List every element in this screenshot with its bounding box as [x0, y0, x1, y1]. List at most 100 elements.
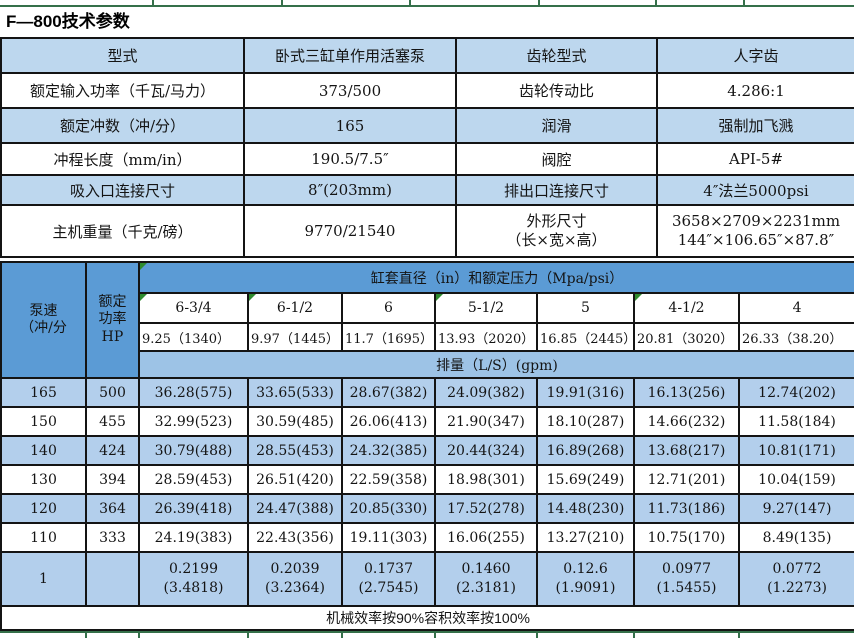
displacement-value: 14.66(232) — [633, 406, 740, 437]
displacement-value: 10.75(170) — [633, 522, 740, 553]
spec-row: 额定冲数（冲/分） 165 润滑 强制加飞溅 — [0, 107, 854, 144]
displacement-value: 20.85(330) — [341, 493, 436, 524]
cylinder-size: 4 — [737, 292, 854, 324]
cell-line: 0.1737 — [364, 561, 413, 578]
displacement-value: 24.09(382) — [434, 377, 538, 408]
gridline-strip-bottom — [0, 631, 854, 639]
spec-value: 4″法兰5000psi — [656, 174, 854, 206]
pump-speed: 120 — [0, 493, 87, 524]
cell-line: (3.4818) — [163, 580, 224, 596]
spec-label: 阀腔 — [455, 142, 658, 176]
gridline-tick — [409, 0, 411, 5]
gridline-tick — [738, 633, 740, 638]
page-title: F—800技术参数 — [6, 12, 130, 31]
cell-line: （冲/分 — [20, 320, 67, 336]
header-row-span: 泵速 （冲/分 额定 功率 HP 缸套直径（in）和额定压力（Mpa/psi） — [0, 261, 854, 379]
displacement-value: 19.91(316) — [536, 377, 635, 408]
rated-power — [85, 551, 140, 607]
gridline-tick — [434, 633, 436, 638]
spec-value: 3658×2709×2231mm 144″×106.65″×87.8″ — [656, 204, 854, 258]
displacement-value: 10.04(159) — [737, 464, 854, 495]
gridline-tick — [281, 0, 283, 5]
spec-label: 齿轮传动比 — [455, 72, 658, 109]
displacement-value: 28.59(453) — [138, 464, 249, 495]
rated-pressure-row: 9.25（1340） 9.97（1445） 11.7（1695） 13.93（2020… — [1, 322, 854, 352]
displacement-value: 13.68(217) — [633, 435, 740, 466]
pump-speed: 1 — [0, 551, 87, 607]
spec-value: 373/500 — [243, 72, 457, 109]
displacement-value: 11.73(186) — [633, 493, 740, 524]
pump-speed-header: 泵速 （冲/分 — [0, 261, 87, 379]
performance-table: 泵速 （冲/分 额定 功率 HP 缸套直径（in）和额定压力（Mpa/psi） 6-3… — [0, 261, 854, 631]
cell-line: HP — [101, 328, 124, 345]
displacement-value: 22.43(356) — [247, 522, 343, 553]
displacement-value: 36.28(575) — [138, 377, 249, 408]
displacement-value: 15.69(249) — [536, 464, 635, 495]
cell-line: 0.0977 — [662, 561, 711, 578]
displacement-value: 18.10(287) — [536, 406, 635, 437]
spec-label: 齿轮型式 — [455, 37, 658, 74]
cylinder-diameter-pressure-header: 缸套直径（in）和额定压力（Mpa/psi） — [137, 261, 854, 294]
displacement-row: 110 333 24.19(383) 22.43(356) 19.11(303) 16.0… — [0, 522, 854, 553]
spec-row: 型式 卧式三缸单作用活塞泵 齿轮型式 人字齿 — [0, 37, 854, 74]
displacement-value: 26.06(413) — [341, 406, 436, 437]
spec-value: 190.5/7.5″ — [243, 142, 457, 176]
rated-pressure: 9.97（1445） — [247, 322, 343, 352]
cell-line: (2.7545) — [358, 580, 419, 596]
spec-label: 冲程长度（mm/in） — [0, 142, 245, 176]
displacement-value: 17.52(278) — [434, 493, 538, 524]
spec-row: 主机重量（千克/磅） 9770/21540 外形尺寸 （长×宽×高） 3658×2709… — [0, 204, 854, 258]
cell-line: (3.2364) — [265, 580, 325, 596]
cell-line: 0.2199 — [169, 561, 218, 578]
cylinder-size: 5-1/2 — [434, 292, 538, 324]
displacement-value: 9.27(147) — [737, 493, 854, 524]
general-spec-table: 型式 卧式三缸单作用活塞泵 齿轮型式 人字齿 额定输入功率（千瓦/马力） 373/500 齿… — [0, 37, 854, 258]
displacement-value: 0.0977 (1.5455) — [633, 551, 740, 607]
displacement-value: 10.81(171) — [737, 435, 854, 466]
rated-power: 364 — [85, 493, 140, 524]
cell-line: 3658×2709×2231mm — [671, 211, 841, 230]
displacement-value: 0.1460 (2.3181) — [434, 551, 538, 607]
gridline-tick — [138, 633, 140, 638]
displacement-value: 24.32(385) — [341, 435, 436, 466]
gridline-tick — [538, 0, 540, 5]
cell-line: 功率 — [98, 311, 127, 328]
rated-pressure: 20.81（3020） — [633, 322, 740, 352]
displacement-value: 16.89(268) — [536, 435, 635, 466]
gridline-tick — [743, 0, 745, 5]
cell-line: 0.12.6 — [563, 561, 608, 578]
spec-row: 额定输入功率（千瓦/马力） 373/500 齿轮传动比 4.286:1 — [0, 72, 854, 109]
spec-label: 润滑 — [455, 107, 658, 144]
cell-line: 0.0772 — [772, 561, 822, 578]
displacement-value: 14.48(230) — [536, 493, 635, 524]
displacement-value: 24.47(388) — [247, 493, 343, 524]
cylinder-size-row: 6-3/4 6-1/2 6 5-1/2 5 4-1/2 4 — [1, 292, 854, 324]
cylinder-size: 6 — [341, 292, 436, 324]
cell-line: (2.3181) — [456, 580, 516, 596]
cell-line: 0.2039 — [270, 561, 320, 578]
cell-line: （长×宽×高） — [506, 231, 607, 249]
spec-row: 冲程长度（mm/in） 190.5/7.5″ 阀腔 API-5# — [0, 142, 854, 176]
rated-power: 500 — [85, 377, 140, 408]
per-revolution-row: 1 0.2199 (3.4818) 0.2039 (3.2364) 0.1737 (2.75… — [0, 551, 854, 607]
pump-speed: 165 — [0, 377, 87, 408]
displacement-value: 33.65(533) — [247, 377, 343, 408]
displacement-value: 8.49(135) — [737, 522, 854, 553]
displacement-value: 0.2039 (3.2364) — [247, 551, 343, 607]
gridline-tick — [633, 633, 635, 638]
spec-value: 4.286:1 — [656, 72, 854, 109]
displacement-value: 0.12.6 (1.9091) — [536, 551, 635, 607]
spec-label: 型式 — [0, 37, 245, 74]
pump-speed: 130 — [0, 464, 87, 495]
displacement-value: 18.98(301) — [434, 464, 538, 495]
rated-power: 333 — [85, 522, 140, 553]
gridline-tick — [85, 633, 87, 638]
displacement-value: 11.58(184) — [737, 406, 854, 437]
displacement-value: 19.11(303) — [341, 522, 436, 553]
gridline-tick — [341, 633, 343, 638]
rated-pressure: 13.93（2020） — [434, 322, 538, 352]
displacement-value: 12.74(202) — [737, 377, 854, 408]
displacement-value: 0.1737 (2.7545) — [341, 551, 436, 607]
efficiency-note: 机械效率按90%容积效率按100% — [0, 605, 854, 631]
spec-label: 主机重量（千克/磅） — [0, 204, 245, 258]
